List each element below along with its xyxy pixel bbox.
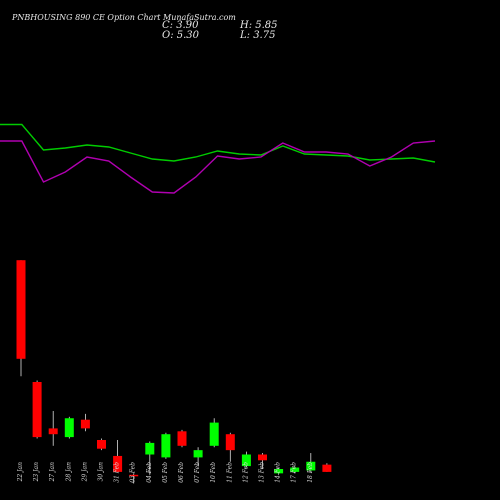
candle-body-down	[258, 454, 267, 461]
candle-body-up	[306, 461, 316, 471]
date-label: 11 Feb	[226, 462, 233, 483]
candle-body-down	[129, 474, 139, 477]
date-label: 03 Feb	[130, 462, 137, 483]
candle-body-down	[225, 434, 235, 451]
date-label: 17 Feb	[291, 462, 298, 483]
candle-body-up	[64, 418, 74, 438]
close-value: C: 3.90	[162, 20, 199, 31]
date-label: 23 Jan	[33, 462, 40, 483]
date-label: 13 Feb	[259, 462, 266, 483]
high-value: H: 5.85	[240, 20, 278, 31]
date-label: 12 Feb	[242, 462, 249, 483]
date-labels-group: 22 Jan 23 Jan 27 Jan 28 Jan 29 Jan 30 Jan 31 F…	[17, 462, 314, 483]
candle-body-down	[80, 419, 90, 429]
date-label: 22 Jan	[17, 462, 24, 483]
candles-group	[16, 260, 332, 484]
candle-body-down	[16, 260, 26, 359]
candle-body-up	[145, 442, 155, 455]
date-label: 06 Feb	[178, 462, 185, 483]
date-label: 27 Jan	[49, 462, 56, 483]
date-label: 28 Jan	[65, 462, 72, 483]
date-label: 30 Jan	[98, 462, 105, 482]
date-label: 10 Feb	[210, 462, 217, 483]
candle-body-down	[32, 382, 42, 438]
candle-body-down	[97, 440, 106, 449]
chart-title: PNBHOUSING 890 CE Option Chart MunafaSut…	[12, 13, 236, 22]
candle-body-down	[48, 428, 58, 435]
candle-body-up	[241, 454, 251, 467]
date-label: 18 Feb	[307, 462, 314, 483]
green-indicator-line	[0, 123, 436, 163]
candle-body-down	[322, 464, 332, 472]
date-label: 31 Feb	[114, 462, 121, 483]
candle-body-down	[113, 455, 123, 472]
candle-body-up	[161, 434, 171, 458]
candle-body-up	[274, 469, 284, 474]
open-value: O: 5.30	[162, 30, 200, 41]
date-label: 04 Feb	[146, 462, 153, 483]
date-label: 07 Feb	[194, 462, 201, 483]
candle-body-up	[209, 422, 219, 446]
candle-body-down	[177, 431, 187, 446]
date-label: 14 Feb	[275, 462, 282, 483]
date-label: 29 Jan	[81, 462, 88, 483]
date-label: 05 Feb	[162, 462, 169, 483]
candle-body-up	[193, 450, 203, 458]
candle-body-up	[290, 467, 300, 472]
purple-indicator-line	[0, 140, 436, 194]
low-value: L: 3.75	[240, 30, 276, 41]
